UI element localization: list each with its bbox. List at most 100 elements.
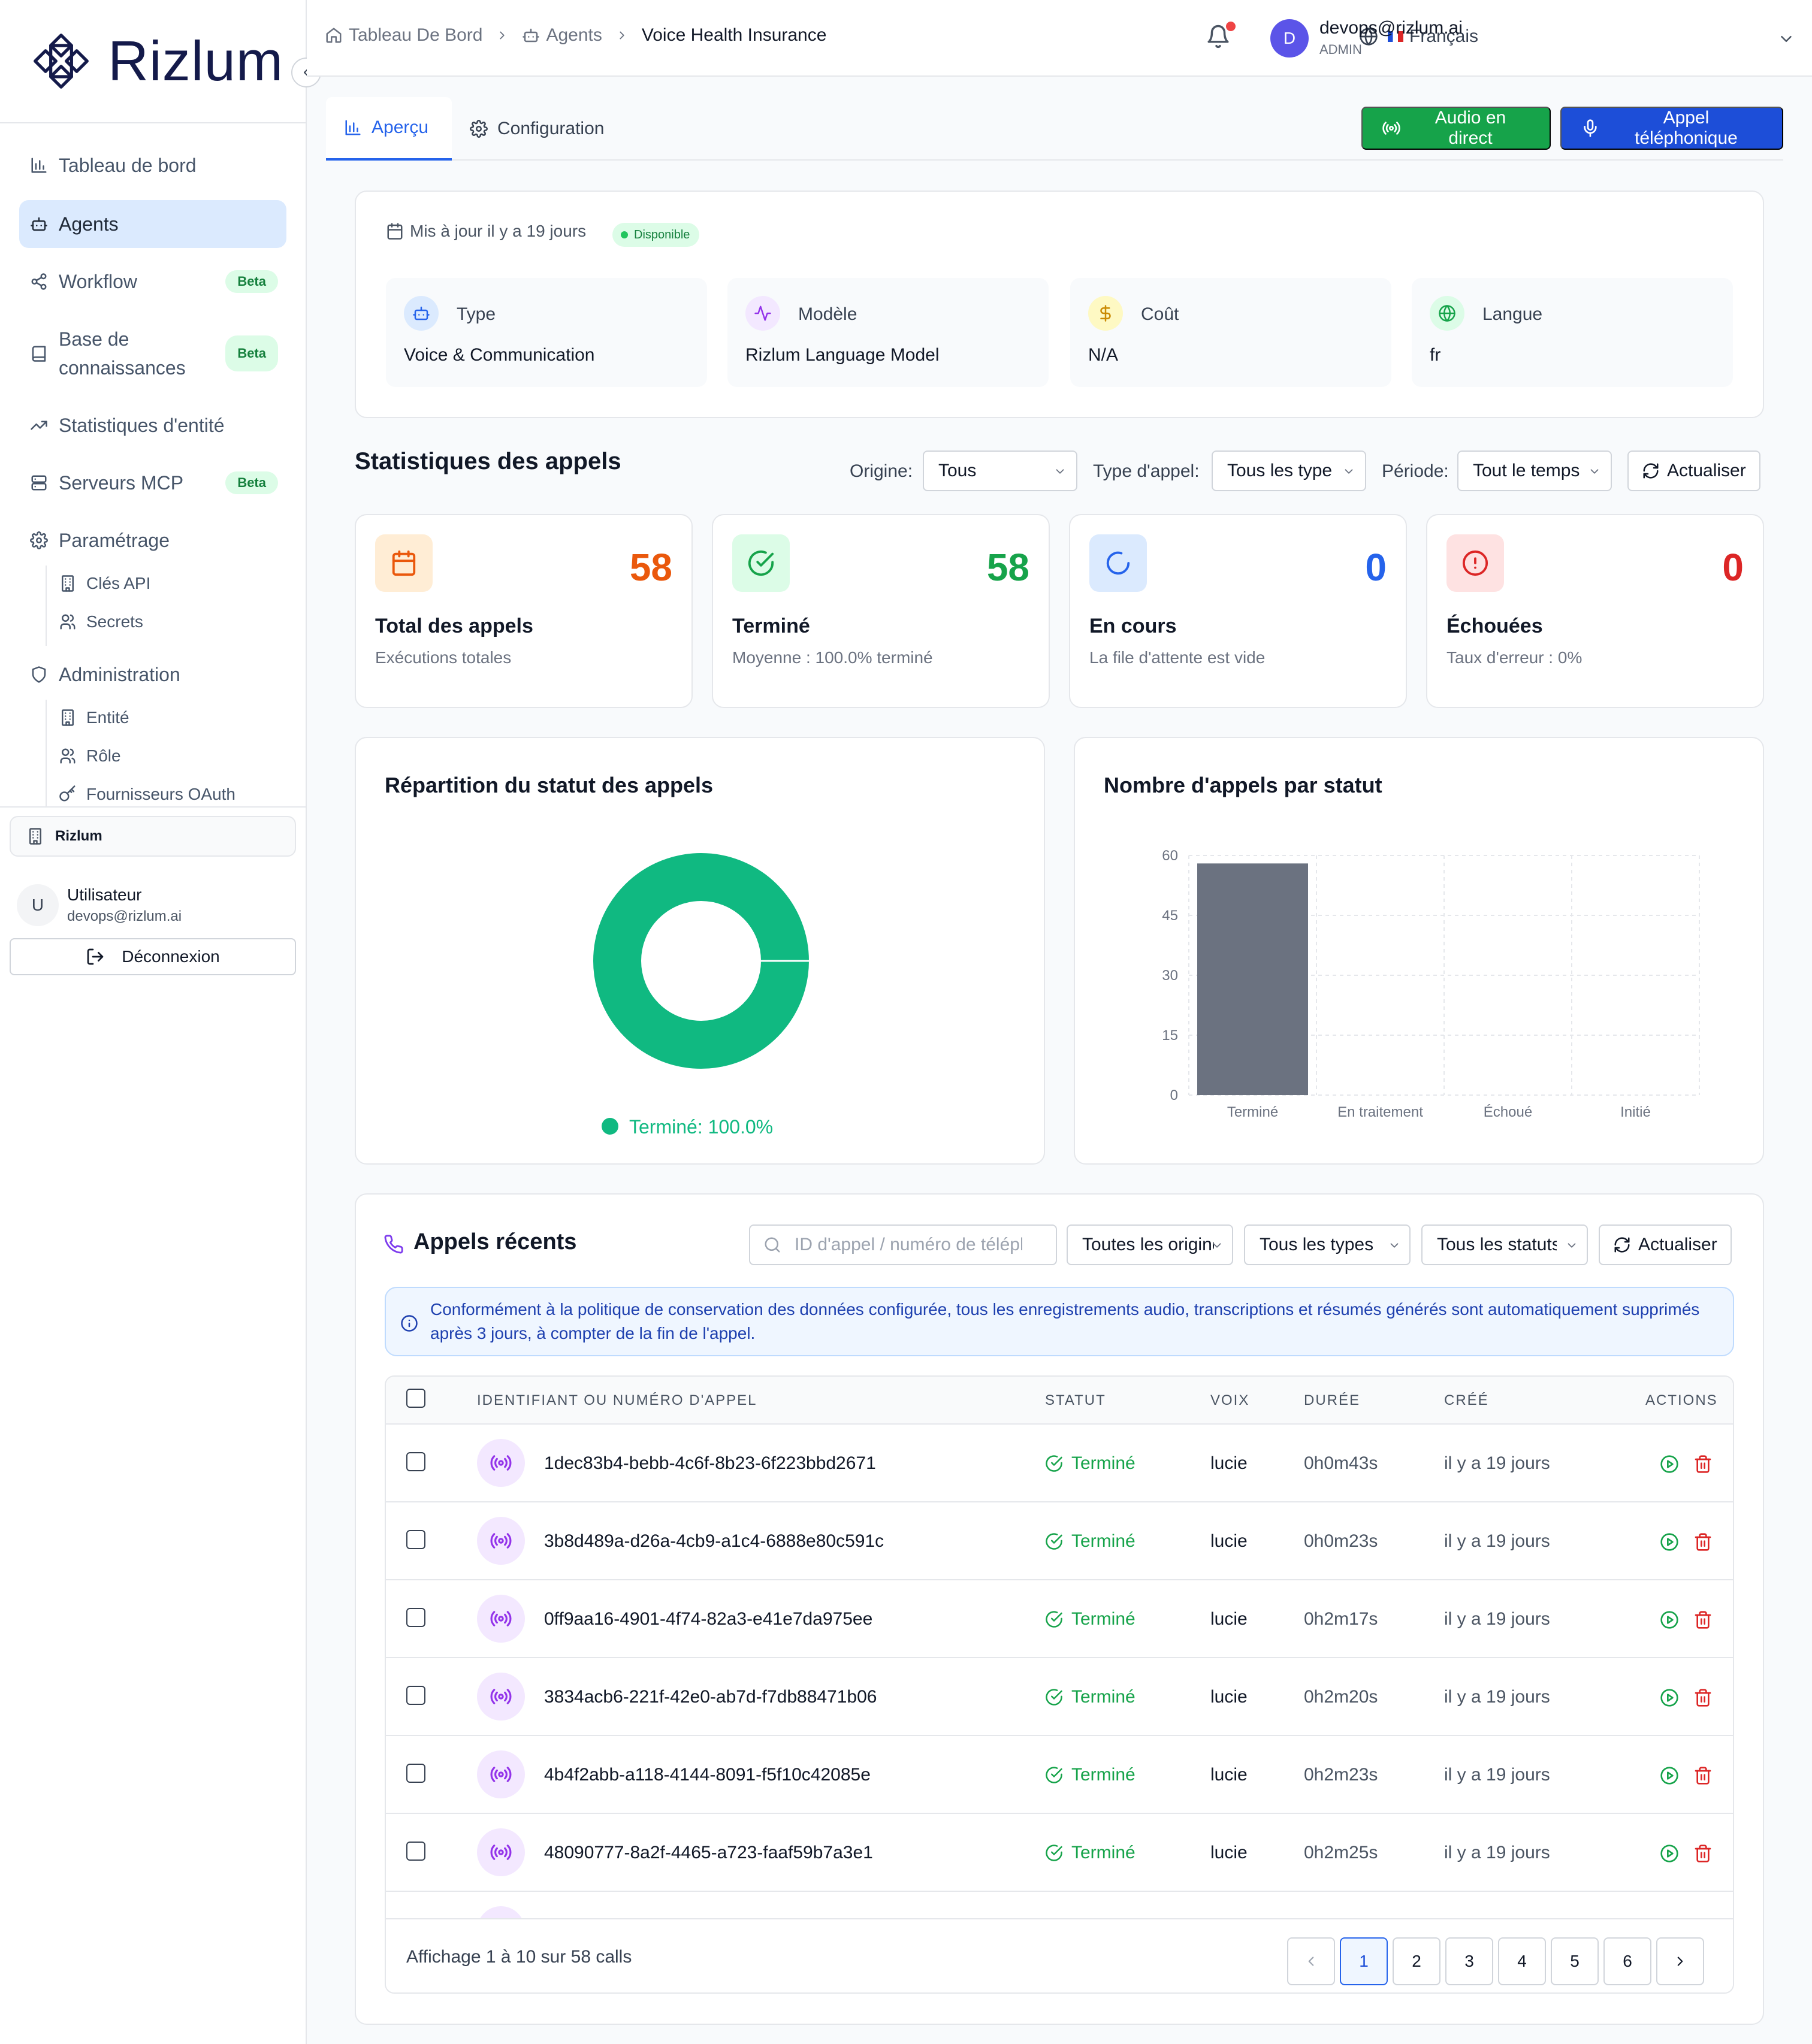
stat-icon-wrap: [1446, 534, 1504, 592]
trash-icon[interactable]: [1693, 1766, 1713, 1785]
row-checkbox[interactable]: [406, 1764, 425, 1783]
trash-icon[interactable]: [1693, 1455, 1713, 1474]
table-row[interactable]: 1dec83b4-bebb-4c6f-8b23-6f223bbd2671 Term…: [386, 1425, 1733, 1502]
table-row[interactable]: 0ff9aa16-4901-4f74-82a3-e41e7da975ee Term…: [386, 1580, 1733, 1658]
info-icon-wrap: [1430, 296, 1464, 331]
bar[interactable]: [1197, 863, 1308, 1095]
chevron-down-icon[interactable]: [1777, 30, 1795, 48]
sub-item-oauth[interactable]: Fournisseurs OAuth: [59, 778, 235, 806]
bar-chart-title: Nombre d'appels par statut: [1104, 773, 1382, 797]
nav-item-entity-stats[interactable]: Statistiques d'entité: [19, 401, 286, 449]
stat-card-total: 58 Total des appels Exécutions totales: [355, 514, 693, 708]
page-button[interactable]: 4: [1498, 1937, 1546, 1985]
refresh-calls-button[interactable]: Actualiser: [1599, 1224, 1732, 1265]
stat-label: Échouées: [1446, 615, 1543, 637]
refresh-stats-button[interactable]: Actualiser: [1627, 450, 1760, 491]
page-button[interactable]: 2: [1393, 1937, 1440, 1985]
call-id[interactable]: 1dec83b4-bebb-4c6f-8b23-6f223bbd2671: [544, 1453, 876, 1473]
x-tick-label: En traitement: [1337, 1104, 1423, 1120]
next-page-button[interactable]: [1656, 1937, 1704, 1985]
sub-label: Secrets: [86, 612, 143, 631]
origin-select[interactable]: Tous: [923, 450, 1077, 491]
play-icon[interactable]: [1660, 1688, 1679, 1707]
period-select[interactable]: Tout le temps: [1457, 450, 1612, 491]
live-audio-button[interactable]: Audio en direct: [1361, 107, 1551, 150]
nav-item-administration[interactable]: Administration: [19, 651, 286, 699]
globe-icon: [1438, 304, 1456, 322]
tab-overview[interactable]: Aperçu: [326, 97, 452, 161]
page-button[interactable]: 3: [1445, 1937, 1493, 1985]
prev-page-button[interactable]: [1287, 1937, 1335, 1985]
audio-avatar: [477, 1673, 525, 1721]
page-button[interactable]: 5: [1551, 1937, 1599, 1985]
play-icon[interactable]: [1660, 1610, 1679, 1629]
nav-label: Paramétrage: [59, 529, 170, 551]
stat-sub: Exécutions totales: [375, 648, 512, 667]
call-id[interactable]: 0ff9aa16-4901-4f74-82a3-e41e7da975ee: [544, 1609, 873, 1629]
bell-icon[interactable]: [1206, 24, 1231, 49]
nav-item-settings[interactable]: Paramétrage: [19, 516, 286, 564]
row-checkbox[interactable]: [406, 1608, 425, 1627]
breadcrumb-dashboard[interactable]: Tableau De Bord: [349, 25, 483, 45]
row-checkbox[interactable]: [406, 1686, 425, 1705]
account-avatar[interactable]: D: [1270, 19, 1309, 58]
sub-item-api-keys[interactable]: Clés API: [59, 567, 150, 600]
globe-icon: [1359, 27, 1378, 46]
bot-icon: [412, 304, 430, 322]
select-all-checkbox[interactable]: [406, 1389, 425, 1408]
trash-icon[interactable]: [1693, 1844, 1713, 1863]
row-checkbox[interactable]: [406, 1452, 425, 1471]
table-row[interactable]: 3b8d489a-d26a-4cb9-a1c4-6888e80c591c Term…: [386, 1502, 1733, 1580]
call-id[interactable]: 3b8d489a-d26a-4cb9-a1c4-6888e80c591c: [544, 1531, 884, 1551]
period-filter-label: Période:: [1382, 461, 1449, 481]
x-tick-label: Échoué: [1484, 1104, 1532, 1120]
call-type-select[interactable]: Tous les type: [1212, 450, 1366, 491]
call-id[interactable]: 48090777-8a2f-4465-a723-faaf59b7a3e1: [544, 1843, 873, 1862]
trash-icon[interactable]: [1693, 1610, 1713, 1629]
nav-item-workflow[interactable]: Workflow Beta: [19, 258, 286, 306]
tab-configuration[interactable]: Configuration: [452, 97, 622, 161]
organization-switcher[interactable]: Rizlum: [10, 816, 296, 857]
phone-call-button[interactable]: Appel téléphonique: [1560, 107, 1783, 150]
table-row[interactable]: 48090777-8a2f-4465-a723-faaf59b7a3e1 Term…: [386, 1814, 1733, 1892]
call-id[interactable]: 3834acb6-221f-42e0-ab7d-f7db88471b06: [544, 1687, 877, 1707]
nav-item-agents[interactable]: Agents: [19, 200, 286, 248]
language-selector[interactable]: Français: [1359, 26, 1478, 47]
sub-item-role[interactable]: Rôle: [59, 739, 121, 773]
page-button[interactable]: 6: [1603, 1937, 1651, 1985]
row-checkbox[interactable]: [406, 1842, 425, 1861]
play-icon[interactable]: [1660, 1532, 1679, 1552]
table-row[interactable]: 3834acb6-221f-42e0-ab7d-f7db88471b06 Term…: [386, 1658, 1733, 1736]
stat-value: 58: [629, 546, 672, 589]
call-voice: lucie: [1210, 1687, 1248, 1707]
play-icon[interactable]: [1660, 1766, 1679, 1785]
pie-slice[interactable]: [593, 853, 809, 1069]
book-icon: [30, 344, 48, 362]
bar-chart-icon: [344, 119, 362, 137]
nav-item-knowledge-base[interactable]: Base de connaissances Beta: [19, 323, 286, 383]
bar-chart-icon: [30, 156, 48, 174]
call-id[interactable]: 4b4f2abb-a118-4144-8091-f5f10c42085e: [544, 1765, 871, 1785]
table-row[interactable]: 4b4f2abb-a118-4144-8091-f5f10c42085e Term…: [386, 1736, 1733, 1814]
home-icon: [325, 26, 343, 44]
status-filter-select[interactable]: Tous les statuts: [1421, 1224, 1588, 1265]
search-input[interactable]: [795, 1235, 1022, 1255]
sub-item-entity[interactable]: Entité: [59, 701, 129, 734]
type-filter-select[interactable]: Tous les types: [1244, 1224, 1411, 1265]
origin-filter-select[interactable]: Toutes les origines: [1067, 1224, 1233, 1265]
account-email[interactable]: devops@rizlum.ai: [1319, 18, 1463, 38]
row-checkbox[interactable]: [406, 1530, 425, 1549]
logout-button[interactable]: Déconnexion: [10, 938, 296, 975]
play-icon[interactable]: [1660, 1455, 1679, 1474]
sub-item-secrets[interactable]: Secrets: [59, 605, 143, 639]
nav-item-dashboard[interactable]: Tableau de bord: [19, 141, 286, 189]
stat-card-failed: 0 Échouées Taux d'erreur : 0%: [1426, 514, 1764, 708]
brand-row: Rizlum: [0, 0, 306, 123]
page-button[interactable]: 1: [1340, 1937, 1388, 1985]
breadcrumb-agents[interactable]: Agents: [546, 25, 602, 45]
trash-icon[interactable]: [1693, 1532, 1713, 1552]
trash-icon[interactable]: [1693, 1688, 1713, 1707]
users-icon: [59, 613, 77, 631]
play-icon[interactable]: [1660, 1844, 1679, 1863]
nav-item-mcp-servers[interactable]: Serveurs MCP Beta: [19, 459, 286, 507]
